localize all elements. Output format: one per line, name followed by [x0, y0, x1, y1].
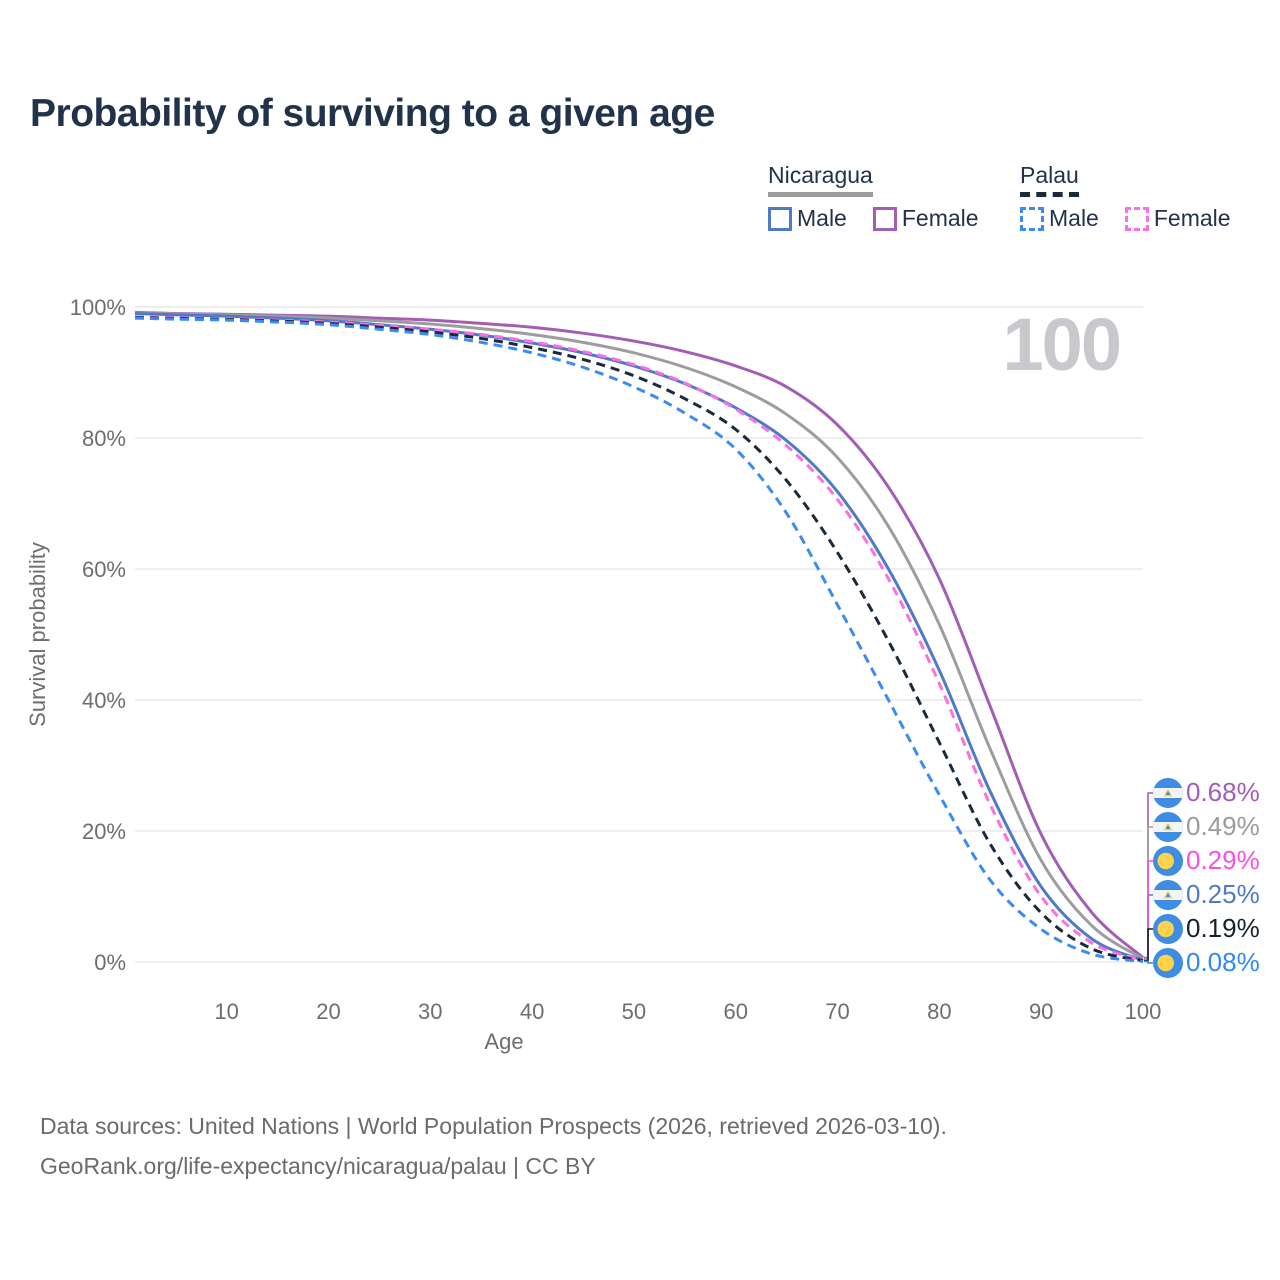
nicaragua-female-swatch-icon	[872, 206, 897, 231]
curve-nicaragua-female	[134, 310, 1144, 959]
end-label-nicaragua-both: 0.49%	[1186, 811, 1260, 841]
footer: Data sources: United Nations | World Pop…	[40, 1106, 947, 1186]
y-tick-label-80%: 80%	[82, 426, 126, 451]
page-title: Probability of surviving to a given age	[30, 92, 715, 135]
curve-palau-female	[134, 315, 1144, 962]
curve-nicaragua-both	[134, 311, 1144, 961]
y-tick-label-20%: 20%	[82, 819, 126, 844]
x-tick-label-60: 60	[723, 999, 747, 1024]
end-label-palau-both: 0.19%	[1186, 913, 1260, 943]
y-tick-label-40%: 40%	[82, 688, 126, 713]
legend-country-nicaragua[interactable]: Nicaragua	[768, 162, 873, 197]
legend-item-nicaragua-male[interactable]: Male	[768, 205, 847, 232]
x-tick-label-30: 30	[418, 999, 442, 1024]
x-tick-label-50: 50	[622, 999, 646, 1024]
palau-flag-icon	[1153, 948, 1183, 978]
legend-label-palau-female: Female	[1153, 205, 1231, 231]
y-tick-label-0%: 0%	[94, 950, 126, 975]
legend-item-nicaragua-female[interactable]: Female	[872, 205, 979, 232]
curve-palau-both	[134, 315, 1144, 963]
end-label-palau-female: 0.29%	[1186, 845, 1260, 875]
nicaragua-flag-icon	[1153, 880, 1183, 910]
x-axis-title: Age	[484, 1029, 523, 1054]
x-tick-label-10: 10	[214, 999, 238, 1024]
x-tick-label-70: 70	[825, 999, 849, 1024]
legend: Nicaragua Male Female Palau Male Female	[0, 162, 1280, 242]
footer-data-sources: Data sources: United Nations | World Pop…	[40, 1113, 947, 1139]
y-tick-label-100%: 100%	[70, 295, 126, 320]
x-tick-label-40: 40	[520, 999, 544, 1024]
legend-item-palau-female[interactable]: Female	[1124, 205, 1231, 232]
legend-item-palau-male[interactable]: Male	[1020, 205, 1099, 232]
legend-group-palau: Palau Male Female	[1020, 162, 1231, 232]
legend-label-nicaragua-male: Male	[797, 205, 847, 231]
nicaragua-flag-icon	[1153, 812, 1183, 842]
x-tick-label-20: 20	[316, 999, 340, 1024]
footer-attribution: GeoRank.org/life-expectancy/nicaragua/pa…	[40, 1153, 596, 1179]
palau-flag-icon	[1153, 914, 1183, 944]
curve-palau-male	[134, 316, 1144, 963]
palau-male-swatch-icon	[1020, 206, 1044, 231]
legend-country-palau[interactable]: Palau	[1020, 162, 1079, 197]
end-label-nicaragua-male: 0.25%	[1186, 879, 1260, 909]
y-axis-title: Survival probability	[25, 542, 50, 727]
palau-flag-icon	[1153, 846, 1183, 876]
y-tick-label-60%: 60%	[82, 557, 126, 582]
end-connector-palau-male	[1144, 960, 1153, 964]
curve-nicaragua-male	[134, 312, 1144, 962]
end-label-nicaragua-female: 0.68%	[1186, 777, 1260, 807]
legend-label-palau-male: Male	[1049, 205, 1099, 231]
x-tick-label-90: 90	[1029, 999, 1053, 1024]
palau-female-swatch-icon	[1124, 206, 1149, 231]
x-tick-label-80: 80	[927, 999, 951, 1024]
legend-label-nicaragua-female: Female	[901, 205, 979, 231]
end-connector-palau-both	[1144, 928, 1153, 962]
x-tick-label-100: 100	[1125, 999, 1162, 1024]
nicaragua-male-swatch-icon	[768, 206, 792, 231]
nicaragua-flag-icon	[1153, 778, 1183, 808]
legend-group-nicaragua: Nicaragua Male Female	[768, 162, 979, 232]
watermark-age-100: 100	[1003, 303, 1120, 386]
end-label-palau-male: 0.08%	[1186, 947, 1260, 977]
